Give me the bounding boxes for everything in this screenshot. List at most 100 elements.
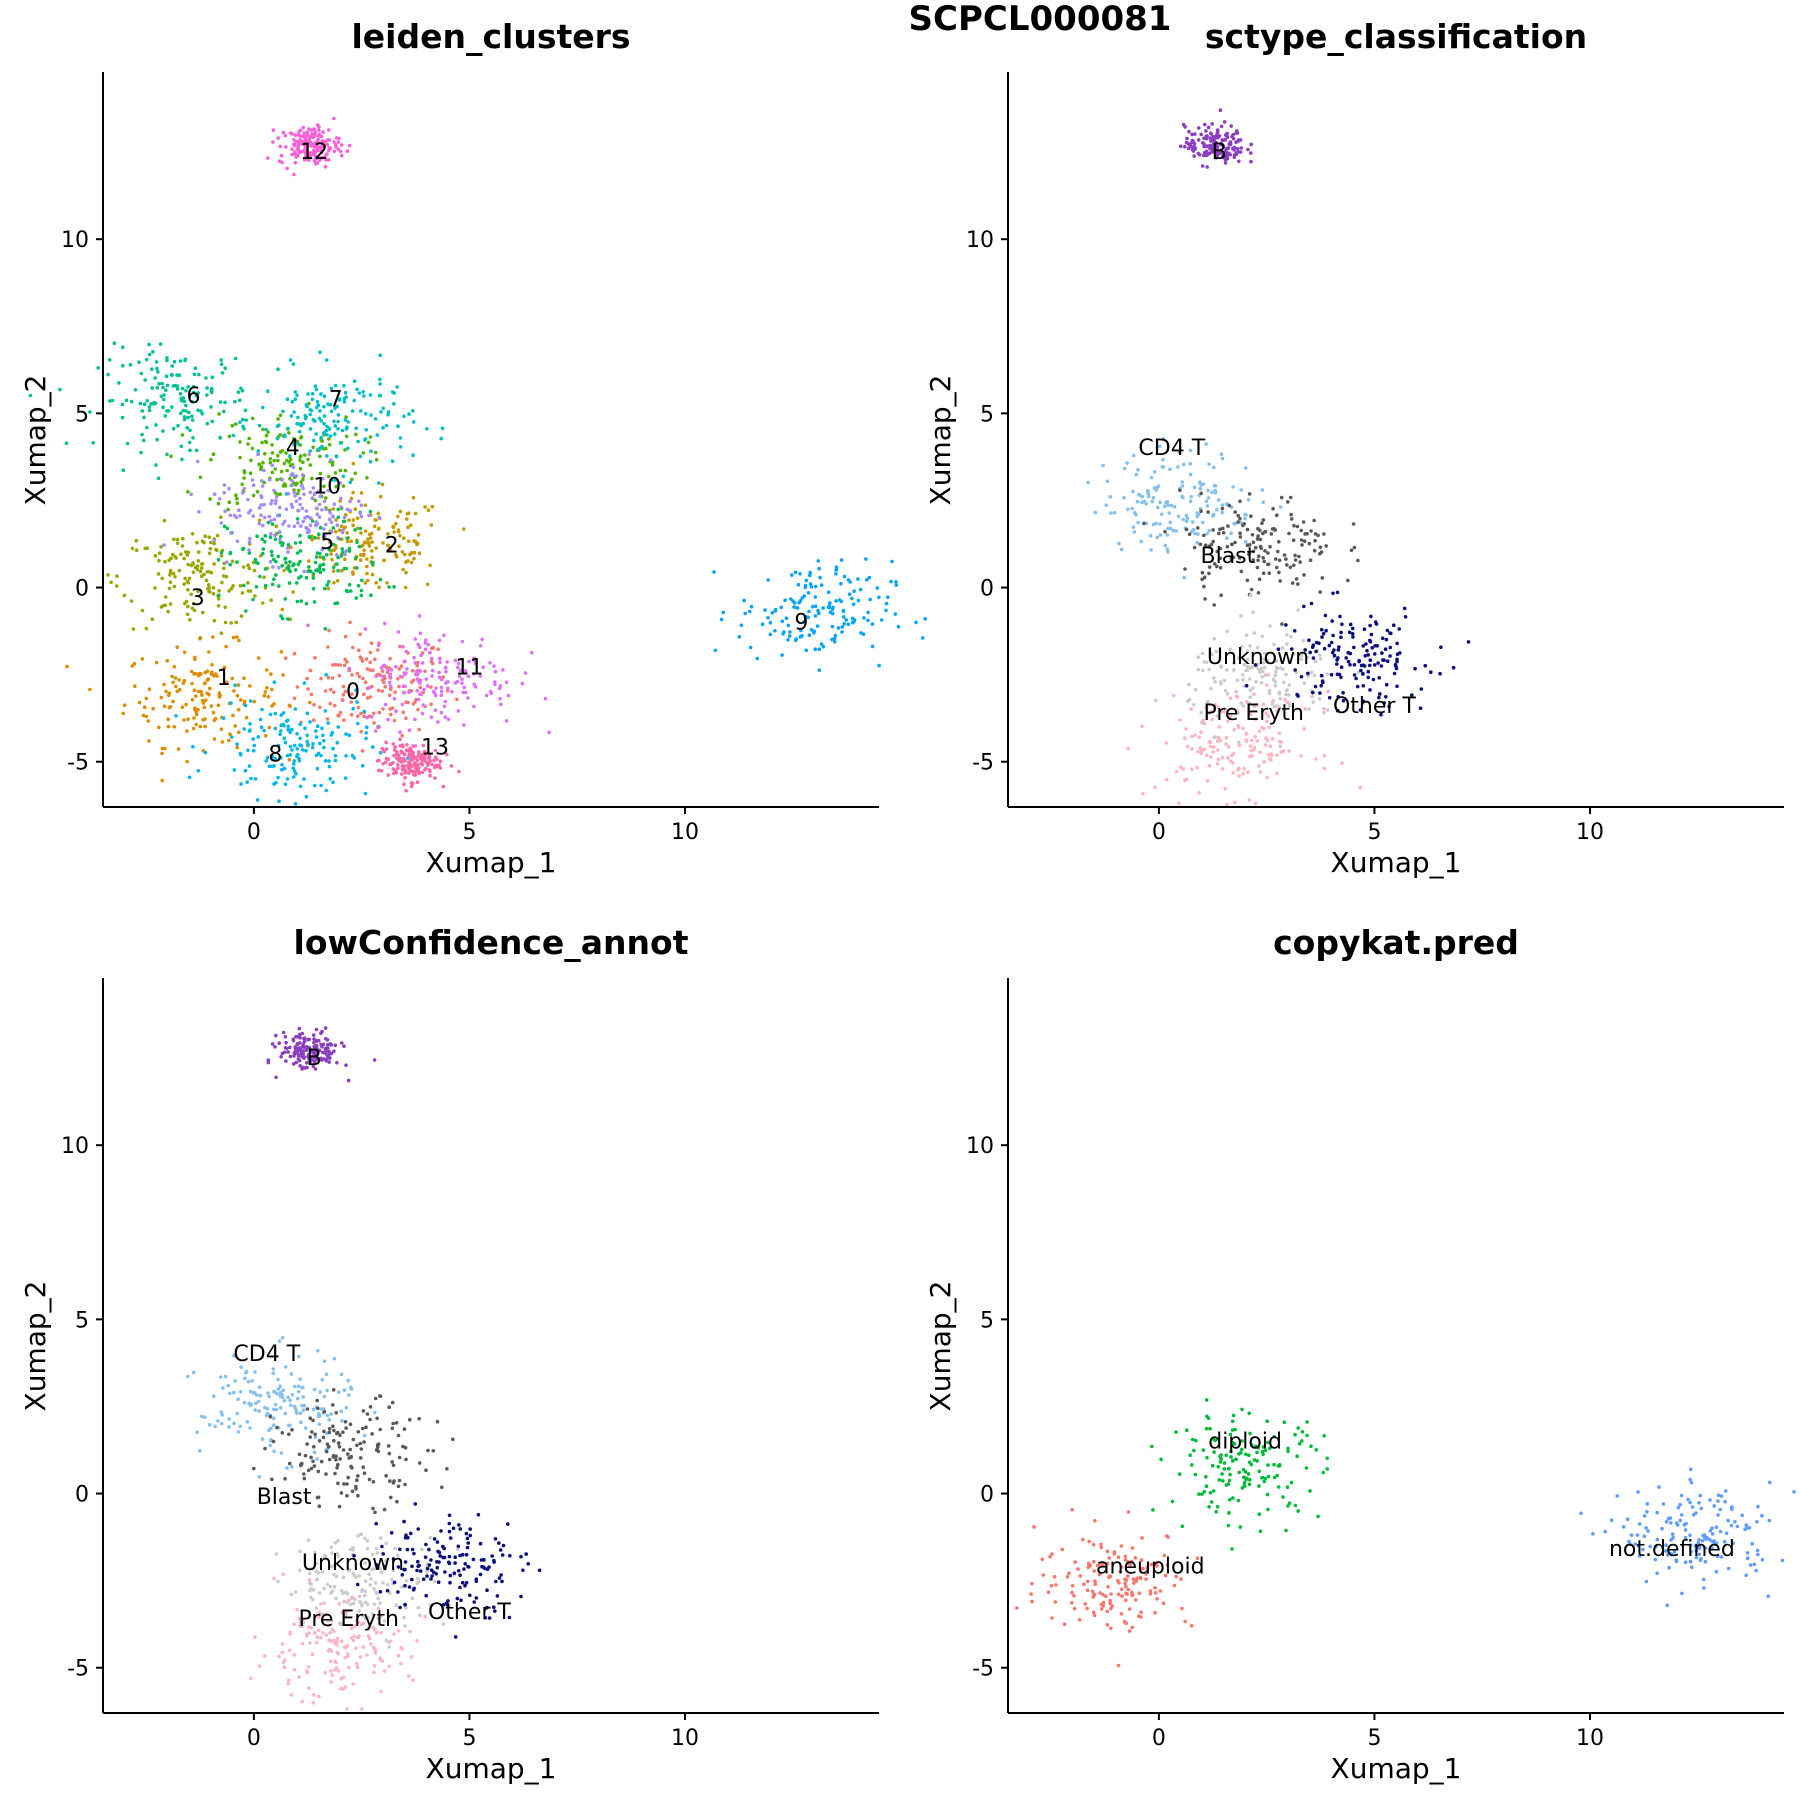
data-point xyxy=(293,390,298,394)
data-point xyxy=(1351,522,1356,526)
data-point xyxy=(228,1391,232,1396)
data-point xyxy=(1282,680,1286,685)
data-point xyxy=(1222,1467,1227,1471)
data-point xyxy=(1287,1501,1292,1505)
data-point xyxy=(415,677,420,681)
data-point xyxy=(330,463,335,467)
data-point xyxy=(381,707,385,711)
x-tick-label: 5 xyxy=(1367,1726,1381,1751)
data-point xyxy=(318,555,323,559)
data-point xyxy=(1229,124,1233,128)
data-point xyxy=(273,1045,277,1049)
data-point xyxy=(429,702,433,707)
group-3-points xyxy=(106,515,323,680)
data-point xyxy=(229,701,233,705)
data-point xyxy=(1429,670,1433,674)
data-point xyxy=(319,753,323,758)
data-point xyxy=(359,409,363,413)
data-point xyxy=(246,581,250,585)
data-point xyxy=(309,1587,313,1591)
data-point xyxy=(1338,614,1342,619)
data-point xyxy=(225,526,230,531)
data-point xyxy=(356,1493,360,1498)
data-point xyxy=(242,699,247,704)
data-point xyxy=(193,565,198,570)
data-point xyxy=(1101,1600,1106,1605)
x-tick-label: 5 xyxy=(462,820,476,845)
data-point xyxy=(1309,1444,1313,1448)
data-point xyxy=(339,505,343,509)
data-point xyxy=(327,1457,332,1462)
data-point xyxy=(403,1567,407,1572)
data-point xyxy=(298,1549,302,1554)
data-point xyxy=(1346,659,1351,664)
data-point xyxy=(1285,642,1289,646)
data-point xyxy=(247,540,252,544)
data-point xyxy=(1109,511,1113,515)
data-point xyxy=(1255,739,1260,743)
data-point xyxy=(1238,535,1243,539)
data-point xyxy=(253,1408,257,1412)
data-point xyxy=(215,548,219,553)
data-point xyxy=(305,514,310,519)
data-point xyxy=(205,386,209,390)
data-point xyxy=(1636,1544,1641,1548)
data-point xyxy=(293,397,298,402)
data-point xyxy=(1365,648,1369,653)
data-point xyxy=(308,1060,312,1065)
data-point xyxy=(354,1487,358,1491)
data-point xyxy=(115,574,119,578)
data-point xyxy=(282,461,287,466)
data-point xyxy=(336,147,340,151)
data-point xyxy=(278,492,283,497)
data-point xyxy=(186,1374,190,1379)
data-point xyxy=(178,392,183,396)
data-point xyxy=(341,1575,346,1580)
data-point xyxy=(346,1452,350,1456)
data-point xyxy=(298,1411,303,1416)
data-point xyxy=(817,611,821,615)
data-point xyxy=(248,722,252,726)
data-point xyxy=(426,508,431,512)
data-point xyxy=(349,1636,354,1640)
data-point xyxy=(347,143,352,148)
data-point xyxy=(186,415,191,420)
data-point xyxy=(315,161,320,165)
data-point xyxy=(307,152,312,156)
data-point xyxy=(292,488,296,492)
data-point xyxy=(180,457,184,462)
data-point xyxy=(274,1552,279,1556)
data-point xyxy=(1215,714,1219,718)
data-point xyxy=(1104,503,1108,508)
data-point xyxy=(375,1416,379,1421)
data-point xyxy=(315,1495,320,1500)
data-point xyxy=(357,648,361,652)
data-point xyxy=(283,656,288,660)
data-point xyxy=(453,1555,458,1559)
data-point xyxy=(307,1686,311,1690)
data-point xyxy=(384,423,389,428)
data-point xyxy=(794,605,798,610)
data-point xyxy=(380,678,385,682)
data-point xyxy=(1735,1524,1740,1529)
data-point xyxy=(317,128,321,133)
data-point xyxy=(388,1591,392,1595)
data-point xyxy=(306,392,310,396)
data-point xyxy=(462,685,467,690)
y-tick-label: 10 xyxy=(61,1134,89,1159)
data-point xyxy=(157,551,162,555)
data-point xyxy=(327,1427,332,1431)
data-point xyxy=(1072,1594,1076,1598)
data-point xyxy=(889,579,893,584)
data-point xyxy=(1307,638,1311,642)
data-point xyxy=(1297,1441,1302,1446)
data-point xyxy=(1258,528,1262,533)
data-point xyxy=(1257,729,1262,733)
data-point xyxy=(1750,1542,1754,1546)
data-point xyxy=(417,1580,421,1584)
data-point xyxy=(296,491,300,496)
data-point xyxy=(237,508,241,512)
data-point xyxy=(345,149,350,153)
data-point xyxy=(166,717,170,721)
